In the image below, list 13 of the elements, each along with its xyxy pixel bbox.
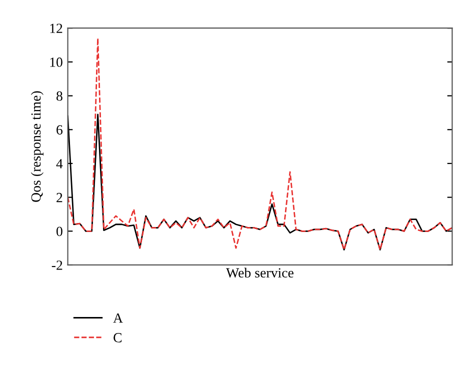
y-tick-label: 8	[56, 91, 62, 101]
legend-label: C	[114, 333, 122, 342]
y-tick-label: 10	[50, 58, 62, 67]
legend-label: A	[113, 313, 123, 323]
y-tick-label: 0	[56, 226, 62, 236]
y-axis-title: Qos (response time)	[30, 91, 44, 202]
y-tick-label: 4	[56, 159, 63, 168]
line-series	[68, 38, 452, 250]
y-tick-label: -2	[52, 260, 62, 270]
y-tick-label: 6	[56, 125, 63, 135]
y-tick-label: 2	[56, 192, 62, 202]
x-axis-title: Web service	[226, 268, 294, 278]
y-tick-label: 12	[50, 24, 62, 33]
